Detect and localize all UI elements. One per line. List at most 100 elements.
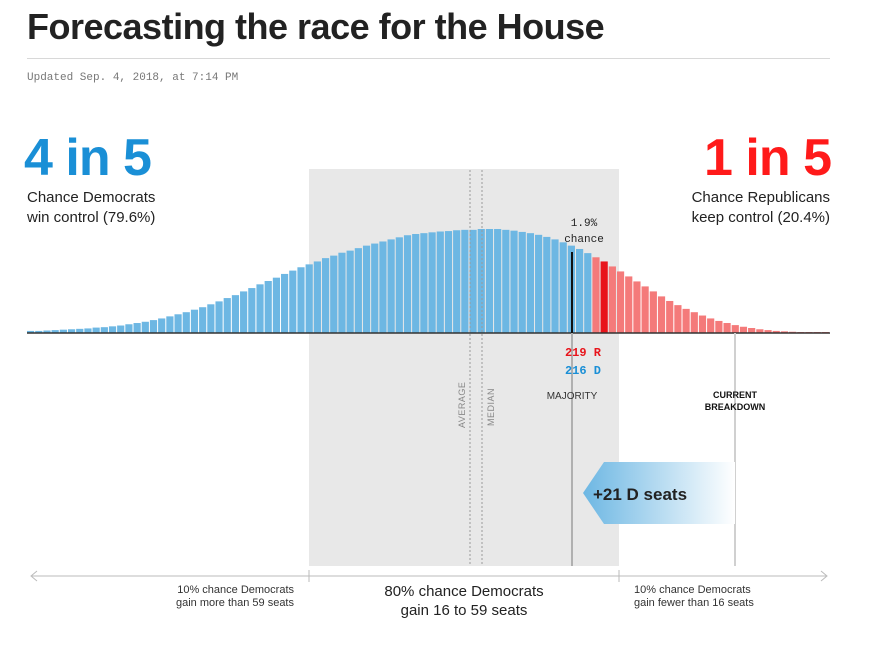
range-middle-line2: gain 16 to 59 seats (401, 602, 528, 619)
distribution-bar (666, 300, 674, 333)
distribution-bar (444, 231, 453, 333)
distribution-bar (371, 243, 379, 333)
distribution-bar (428, 232, 436, 333)
distribution-bar (420, 233, 428, 333)
distribution-bar (641, 286, 649, 333)
distribution-bar (240, 291, 248, 333)
distribution-bar (551, 239, 559, 333)
distribution-bar (780, 331, 789, 333)
distribution-bar (76, 328, 84, 333)
distribution-bar (141, 321, 149, 333)
distribution-bar (502, 229, 510, 333)
average-label: AVERAGE (457, 382, 467, 428)
dem-caption-line1: Chance Democrats (27, 189, 156, 206)
dem-caption-line2: win control (79.6%) (27, 209, 156, 226)
distribution-bar (182, 312, 190, 333)
distribution-bar (354, 248, 362, 333)
distribution-bar (690, 312, 698, 333)
highlight-chance-label: chance (564, 234, 604, 246)
distribution-bar (403, 235, 412, 333)
distribution-bar (739, 326, 748, 333)
range-axis-right-arrow (820, 570, 828, 582)
distribution-bar (649, 291, 657, 333)
distribution-bar (707, 318, 715, 333)
distribution-bar (584, 253, 592, 333)
distribution-bar (190, 309, 199, 333)
distribution-bar (117, 325, 125, 333)
distribution-bar (43, 330, 51, 333)
distribution-bar (346, 250, 354, 333)
updated-timestamp: Updated Sep. 4, 2018, at 7:14 PM (27, 72, 239, 84)
range-left-line2: gain more than 59 seats (176, 597, 295, 609)
distribution-bar (59, 329, 67, 333)
distribution-bar (477, 229, 485, 333)
distribution-bar (174, 314, 182, 333)
distribution-bar (248, 288, 256, 333)
distribution-bar (625, 276, 633, 333)
distribution-bar (633, 281, 641, 333)
distribution-bar (674, 305, 682, 333)
distribution-bar (321, 258, 330, 333)
distribution-bar (313, 261, 321, 333)
distribution-bar (272, 277, 281, 333)
distribution-bar (657, 296, 666, 333)
distribution-bar (35, 330, 43, 333)
majority-rep-label: 219 R (565, 346, 602, 360)
distribution-bar (395, 237, 403, 333)
distribution-bar (731, 325, 739, 333)
distribution-bar (608, 266, 616, 333)
distribution-bar (387, 239, 395, 333)
rep-caption-line1: Chance Republicans (691, 189, 830, 206)
rep-caption-line2: keep control (20.4%) (691, 209, 830, 226)
distribution-bar (535, 234, 543, 333)
distribution-bar (207, 304, 215, 333)
distribution-bar (281, 273, 289, 333)
distribution-bar (592, 257, 600, 333)
distribution-bar (338, 252, 346, 333)
distribution-bar (330, 255, 338, 333)
page-title: Forecasting the race for the House (27, 6, 605, 47)
distribution-bar (772, 330, 780, 333)
dem-odds-caption: Chance Democrats win control (79.6%) (27, 188, 247, 228)
distribution-bar (412, 233, 420, 333)
distribution-bar (575, 248, 584, 333)
distribution-bar (436, 231, 444, 333)
distribution-bar (518, 231, 526, 333)
distribution-bar (149, 320, 158, 333)
distribution-bar (723, 323, 731, 333)
distribution-bar (264, 281, 272, 333)
distribution-bar (289, 270, 297, 333)
distribution-bar (305, 264, 313, 333)
rep-odds-caption: Chance Republicans keep control (20.4%) (610, 188, 830, 228)
distribution-bars (27, 229, 829, 333)
distribution-bar (379, 241, 387, 333)
distribution-bar (51, 330, 59, 333)
distribution-bar (158, 318, 166, 333)
distribution-bar (92, 327, 100, 333)
distribution-bar (27, 330, 35, 333)
distribution-bar (108, 326, 117, 333)
distribution-bar (715, 320, 723, 333)
title-divider (27, 58, 830, 59)
distribution-bar (764, 330, 772, 333)
distribution-bar (600, 261, 608, 333)
forecast-arrow (583, 462, 735, 524)
distribution-bar (469, 229, 477, 333)
range-left-line1: 10% chance Democrats (177, 584, 294, 596)
dem-odds: 4 in 5 (24, 129, 152, 187)
current-breakdown-label-2: BREAKDOWN (705, 402, 766, 412)
distribution-bar (453, 230, 461, 333)
distribution-bar (682, 308, 690, 333)
distribution-bar (494, 229, 502, 333)
range-axis-left-arrow (30, 570, 38, 582)
distribution-bar (362, 245, 371, 333)
distribution-bar (616, 271, 625, 333)
majority-label: MAJORITY (547, 391, 598, 402)
distribution-bar (297, 267, 305, 333)
majority-dem-label: 216 D (565, 364, 601, 378)
range-middle-line1: 80% chance Democrats (384, 583, 543, 600)
distribution-bar (133, 323, 141, 333)
distribution-bar (748, 328, 756, 333)
distribution-bar (559, 242, 567, 333)
